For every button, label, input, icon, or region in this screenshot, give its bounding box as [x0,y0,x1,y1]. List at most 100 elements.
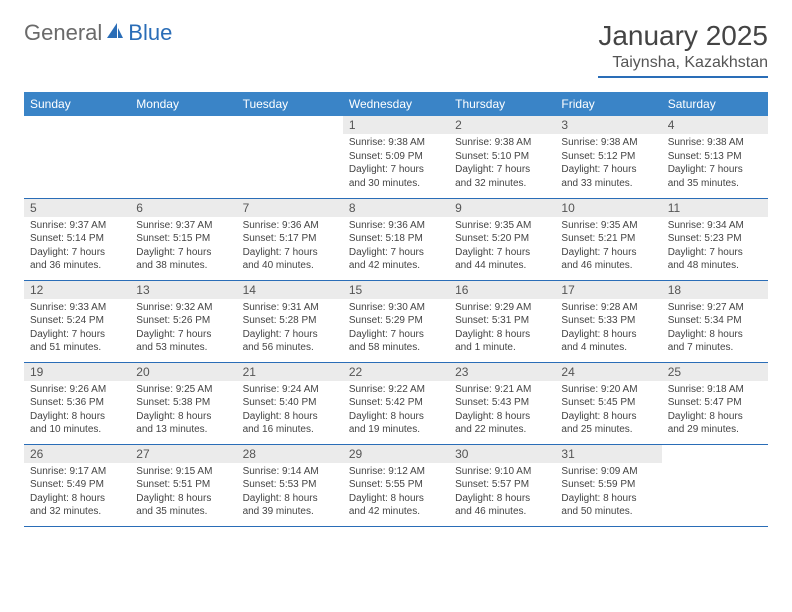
calendar-header-row: SundayMondayTuesdayWednesdayThursdayFrid… [24,92,768,116]
day-detail: Sunrise: 9:28 AMSunset: 5:33 PMDaylight:… [555,299,661,359]
day-detail: Sunrise: 9:32 AMSunset: 5:26 PMDaylight:… [130,299,236,359]
day-number: 17 [555,281,661,299]
day-number: 11 [662,199,768,217]
day-number: 15 [343,281,449,299]
page-header: General Blue January 2025 Taiynsha, Kaza… [24,20,768,78]
calendar-day-cell: 9Sunrise: 9:35 AMSunset: 5:20 PMDaylight… [449,198,555,280]
location-label: Taiynsha, Kazakhstan [598,54,768,78]
day-detail: Sunrise: 9:30 AMSunset: 5:29 PMDaylight:… [343,299,449,359]
day-number: 18 [662,281,768,299]
calendar-body: 1Sunrise: 9:38 AMSunset: 5:09 PMDaylight… [24,116,768,526]
calendar-week-row: 5Sunrise: 9:37 AMSunset: 5:14 PMDaylight… [24,198,768,280]
calendar-day-cell: 20Sunrise: 9:25 AMSunset: 5:38 PMDayligh… [130,362,236,444]
calendar-day-cell: 26Sunrise: 9:17 AMSunset: 5:49 PMDayligh… [24,444,130,526]
calendar-table: SundayMondayTuesdayWednesdayThursdayFrid… [24,92,768,527]
day-number: 29 [343,445,449,463]
calendar-page: General Blue January 2025 Taiynsha, Kaza… [0,0,792,547]
day-detail: Sunrise: 9:21 AMSunset: 5:43 PMDaylight:… [449,381,555,441]
day-number: 16 [449,281,555,299]
day-detail: Sunrise: 9:38 AMSunset: 5:13 PMDaylight:… [662,134,768,194]
day-header: Monday [130,92,236,116]
day-detail: Sunrise: 9:38 AMSunset: 5:12 PMDaylight:… [555,134,661,194]
logo-text-blue: Blue [128,20,172,46]
day-number: 23 [449,363,555,381]
calendar-day-cell: 4Sunrise: 9:38 AMSunset: 5:13 PMDaylight… [662,116,768,198]
day-detail: Sunrise: 9:37 AMSunset: 5:15 PMDaylight:… [130,217,236,277]
day-number: 3 [555,116,661,134]
day-detail: Sunrise: 9:35 AMSunset: 5:20 PMDaylight:… [449,217,555,277]
day-header: Wednesday [343,92,449,116]
logo-sail-icon [105,21,125,46]
calendar-week-row: 12Sunrise: 9:33 AMSunset: 5:24 PMDayligh… [24,280,768,362]
day-detail: Sunrise: 9:14 AMSunset: 5:53 PMDaylight:… [237,463,343,523]
day-number: 27 [130,445,236,463]
day-detail: Sunrise: 9:24 AMSunset: 5:40 PMDaylight:… [237,381,343,441]
day-detail: Sunrise: 9:29 AMSunset: 5:31 PMDaylight:… [449,299,555,359]
day-number: 22 [343,363,449,381]
calendar-day-cell: 29Sunrise: 9:12 AMSunset: 5:55 PMDayligh… [343,444,449,526]
day-detail: Sunrise: 9:12 AMSunset: 5:55 PMDaylight:… [343,463,449,523]
calendar-day-cell: 12Sunrise: 9:33 AMSunset: 5:24 PMDayligh… [24,280,130,362]
calendar-day-cell: 27Sunrise: 9:15 AMSunset: 5:51 PMDayligh… [130,444,236,526]
day-number: 4 [662,116,768,134]
calendar-day-cell: 1Sunrise: 9:38 AMSunset: 5:09 PMDaylight… [343,116,449,198]
day-detail: Sunrise: 9:36 AMSunset: 5:17 PMDaylight:… [237,217,343,277]
day-detail: Sunrise: 9:38 AMSunset: 5:10 PMDaylight:… [449,134,555,194]
day-number: 20 [130,363,236,381]
day-detail: Sunrise: 9:38 AMSunset: 5:09 PMDaylight:… [343,134,449,194]
calendar-day-cell: 28Sunrise: 9:14 AMSunset: 5:53 PMDayligh… [237,444,343,526]
calendar-day-cell: 18Sunrise: 9:27 AMSunset: 5:34 PMDayligh… [662,280,768,362]
day-detail: Sunrise: 9:35 AMSunset: 5:21 PMDaylight:… [555,217,661,277]
calendar-day-cell: 7Sunrise: 9:36 AMSunset: 5:17 PMDaylight… [237,198,343,280]
calendar-day-cell: 5Sunrise: 9:37 AMSunset: 5:14 PMDaylight… [24,198,130,280]
calendar-day-cell: 8Sunrise: 9:36 AMSunset: 5:18 PMDaylight… [343,198,449,280]
day-number: 25 [662,363,768,381]
calendar-day-cell: 15Sunrise: 9:30 AMSunset: 5:29 PMDayligh… [343,280,449,362]
day-number: 14 [237,281,343,299]
calendar-day-cell: 6Sunrise: 9:37 AMSunset: 5:15 PMDaylight… [130,198,236,280]
day-number: 19 [24,363,130,381]
day-detail: Sunrise: 9:27 AMSunset: 5:34 PMDaylight:… [662,299,768,359]
day-header: Saturday [662,92,768,116]
day-number: 31 [555,445,661,463]
day-detail: Sunrise: 9:33 AMSunset: 5:24 PMDaylight:… [24,299,130,359]
calendar-week-row: 26Sunrise: 9:17 AMSunset: 5:49 PMDayligh… [24,444,768,526]
calendar-day-cell: 3Sunrise: 9:38 AMSunset: 5:12 PMDaylight… [555,116,661,198]
month-title: January 2025 [598,20,768,52]
calendar-day-cell: 31Sunrise: 9:09 AMSunset: 5:59 PMDayligh… [555,444,661,526]
day-number: 13 [130,281,236,299]
day-number: 9 [449,199,555,217]
calendar-week-row: 1Sunrise: 9:38 AMSunset: 5:09 PMDaylight… [24,116,768,198]
day-detail: Sunrise: 9:34 AMSunset: 5:23 PMDaylight:… [662,217,768,277]
calendar-day-cell: 24Sunrise: 9:20 AMSunset: 5:45 PMDayligh… [555,362,661,444]
calendar-day-cell: 17Sunrise: 9:28 AMSunset: 5:33 PMDayligh… [555,280,661,362]
day-number: 7 [237,199,343,217]
title-block: January 2025 Taiynsha, Kazakhstan [598,20,768,78]
logo-text-general: General [24,20,102,46]
calendar-day-cell: 16Sunrise: 9:29 AMSunset: 5:31 PMDayligh… [449,280,555,362]
brand-logo: General Blue [24,20,172,46]
calendar-day-cell: 11Sunrise: 9:34 AMSunset: 5:23 PMDayligh… [662,198,768,280]
day-detail: Sunrise: 9:17 AMSunset: 5:49 PMDaylight:… [24,463,130,523]
calendar-day-cell: 23Sunrise: 9:21 AMSunset: 5:43 PMDayligh… [449,362,555,444]
day-number: 12 [24,281,130,299]
calendar-day-cell [237,116,343,198]
calendar-day-cell: 21Sunrise: 9:24 AMSunset: 5:40 PMDayligh… [237,362,343,444]
day-detail: Sunrise: 9:10 AMSunset: 5:57 PMDaylight:… [449,463,555,523]
calendar-day-cell: 19Sunrise: 9:26 AMSunset: 5:36 PMDayligh… [24,362,130,444]
day-number: 6 [130,199,236,217]
calendar-day-cell: 10Sunrise: 9:35 AMSunset: 5:21 PMDayligh… [555,198,661,280]
day-header: Sunday [24,92,130,116]
calendar-day-cell: 14Sunrise: 9:31 AMSunset: 5:28 PMDayligh… [237,280,343,362]
calendar-day-cell: 2Sunrise: 9:38 AMSunset: 5:10 PMDaylight… [449,116,555,198]
calendar-day-cell: 25Sunrise: 9:18 AMSunset: 5:47 PMDayligh… [662,362,768,444]
day-detail: Sunrise: 9:25 AMSunset: 5:38 PMDaylight:… [130,381,236,441]
day-number: 2 [449,116,555,134]
day-number: 8 [343,199,449,217]
day-detail: Sunrise: 9:20 AMSunset: 5:45 PMDaylight:… [555,381,661,441]
day-header: Friday [555,92,661,116]
calendar-day-cell [662,444,768,526]
calendar-day-cell [130,116,236,198]
day-header: Tuesday [237,92,343,116]
day-detail: Sunrise: 9:31 AMSunset: 5:28 PMDaylight:… [237,299,343,359]
